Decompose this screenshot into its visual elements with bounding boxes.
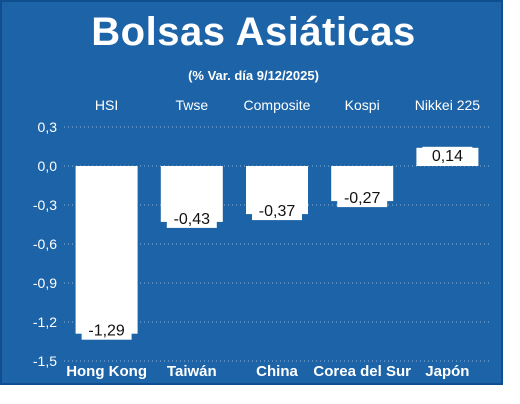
data-label-box [166,209,217,228]
y-tick-label: 0,3 [38,119,58,135]
chart-title: Bolsas Asiáticas [91,10,416,54]
y-tick-label: -1,5 [33,353,57,369]
index-label: Nikkei 225 [415,97,481,113]
chart-subtitle: (% Var. día 9/12/2025) [188,68,319,83]
y-tick-label: -0,3 [33,197,57,213]
y-tick-label: -0,9 [33,275,57,291]
y-tick-label: -1,2 [33,314,57,330]
index-label: Kospi [345,97,380,113]
y-tick-label: 0,0 [38,158,58,174]
x-tick-label: Japón [425,363,469,380]
x-tick-label: Corea del Sur [313,363,411,380]
x-tick-label: Taiwán [167,363,217,380]
data-label: -0,43 [174,211,211,228]
data-label-box [422,146,473,165]
index-label: HSI [95,97,118,113]
x-tick-label: Hong Kong [66,363,147,380]
data-label-box [81,321,132,340]
index-label: Twse [175,97,208,113]
data-label: 0,14 [432,148,463,165]
x-tick-label: China [256,363,298,380]
data-label: -0,27 [344,190,381,207]
y-tick-label: -0,6 [33,236,57,252]
data-label-box [337,189,388,208]
bar [75,166,138,334]
data-label: -1,29 [88,323,125,340]
data-label: -0,37 [259,203,296,220]
index-label: Composite [244,97,311,113]
data-label-box [252,202,302,221]
